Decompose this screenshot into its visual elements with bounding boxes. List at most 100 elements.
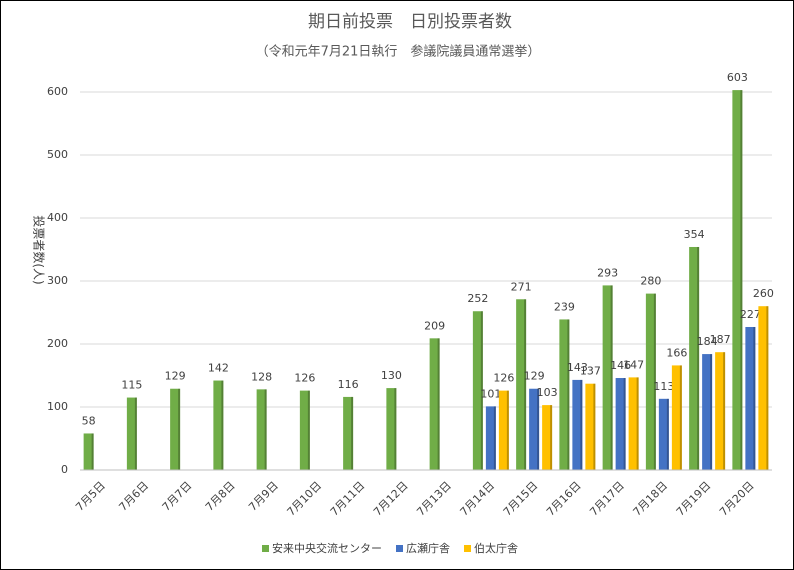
bar-side bbox=[221, 380, 224, 470]
bar-side bbox=[537, 388, 540, 470]
data-label: 129 bbox=[524, 370, 545, 383]
bar-side bbox=[740, 90, 743, 471]
data-label: 116 bbox=[338, 378, 359, 391]
data-label: 101 bbox=[480, 387, 501, 400]
bar bbox=[758, 306, 769, 470]
bar-group bbox=[256, 389, 267, 470]
bar-group bbox=[572, 379, 583, 470]
y-tick-label: 300 bbox=[47, 274, 68, 287]
bar bbox=[732, 90, 743, 471]
bar-group bbox=[516, 299, 527, 470]
bar-group bbox=[732, 90, 743, 471]
data-label: 130 bbox=[381, 369, 402, 382]
data-label: 115 bbox=[121, 379, 142, 392]
data-label: 354 bbox=[684, 228, 705, 241]
bar-side bbox=[493, 406, 496, 470]
bar-side bbox=[394, 388, 397, 470]
bar-group bbox=[559, 319, 570, 470]
bar bbox=[615, 378, 626, 470]
data-label: 137 bbox=[580, 365, 601, 378]
bar bbox=[671, 365, 682, 470]
data-label: 113 bbox=[653, 380, 674, 393]
data-label: 126 bbox=[493, 372, 514, 385]
y-tick-label: 0 bbox=[61, 463, 68, 476]
legend-swatch bbox=[262, 545, 269, 552]
data-label: 166 bbox=[666, 346, 687, 359]
bar-side bbox=[753, 326, 756, 470]
y-tick-label: 200 bbox=[47, 337, 68, 350]
data-label: 129 bbox=[165, 370, 186, 383]
bar-group bbox=[429, 338, 440, 470]
legend-label: 安来中央交流センター bbox=[272, 541, 382, 555]
data-label: 143 bbox=[567, 361, 588, 374]
bar bbox=[542, 405, 553, 470]
bar-group bbox=[213, 380, 224, 470]
bar bbox=[559, 319, 570, 470]
bar-group bbox=[83, 433, 94, 470]
bar-group bbox=[715, 352, 726, 470]
bar-group bbox=[645, 293, 656, 470]
bar bbox=[213, 380, 224, 470]
bar bbox=[715, 352, 726, 470]
bar-side bbox=[697, 246, 700, 470]
legend-swatch bbox=[464, 545, 471, 552]
bar bbox=[126, 397, 137, 470]
bar bbox=[689, 246, 700, 470]
bar bbox=[343, 396, 354, 470]
data-label: 142 bbox=[208, 362, 229, 375]
bar-side bbox=[666, 398, 669, 470]
bar-group bbox=[602, 285, 613, 470]
legend-label: 広瀬庁舎 bbox=[406, 541, 450, 555]
bar bbox=[472, 311, 483, 470]
bar-group bbox=[745, 326, 756, 470]
bar-side bbox=[307, 390, 310, 470]
data-label: 147 bbox=[623, 358, 644, 371]
bar-group bbox=[126, 397, 137, 470]
chart-title: 期日前投票 日別投票者数 bbox=[308, 12, 512, 32]
bar bbox=[256, 389, 267, 470]
bar-group bbox=[615, 378, 626, 470]
bar-group bbox=[628, 377, 639, 470]
data-label: 126 bbox=[294, 372, 315, 385]
bar-group bbox=[542, 405, 553, 470]
bar-side bbox=[636, 377, 639, 470]
data-label: 184 bbox=[697, 335, 718, 348]
data-label: 239 bbox=[554, 300, 575, 313]
bar-side bbox=[437, 338, 440, 470]
legend-label: 伯太庁舎 bbox=[474, 541, 518, 555]
data-label: 209 bbox=[424, 319, 445, 332]
data-label: 260 bbox=[753, 287, 774, 300]
bar-side bbox=[653, 293, 656, 470]
bar-group bbox=[671, 365, 682, 470]
bar-group bbox=[498, 390, 509, 470]
bar bbox=[702, 354, 713, 470]
bar bbox=[299, 390, 310, 470]
bar-group bbox=[343, 396, 354, 470]
y-tick-label: 400 bbox=[47, 211, 68, 224]
y-tick-label: 500 bbox=[47, 148, 68, 161]
y-tick-label: 100 bbox=[47, 400, 68, 413]
bar-group bbox=[702, 354, 713, 470]
bar-side bbox=[679, 365, 682, 470]
data-label: 603 bbox=[727, 71, 748, 84]
bar-group bbox=[658, 398, 669, 470]
bar-group bbox=[472, 311, 483, 470]
bar bbox=[628, 377, 639, 470]
bar-side bbox=[623, 378, 626, 470]
bar-side bbox=[134, 397, 137, 470]
bar-side bbox=[480, 311, 483, 470]
bar bbox=[645, 293, 656, 470]
bar-side bbox=[91, 433, 94, 470]
data-label: 280 bbox=[640, 275, 661, 288]
data-label: 187 bbox=[710, 333, 731, 346]
bar bbox=[529, 388, 540, 470]
y-tick-label: 600 bbox=[47, 85, 68, 98]
bar-side bbox=[506, 390, 509, 470]
bar bbox=[745, 326, 756, 470]
bar-group bbox=[758, 306, 769, 470]
bar-side bbox=[550, 405, 553, 470]
bar-side bbox=[567, 319, 570, 470]
bar-side bbox=[723, 352, 726, 470]
bar-side bbox=[710, 354, 713, 470]
